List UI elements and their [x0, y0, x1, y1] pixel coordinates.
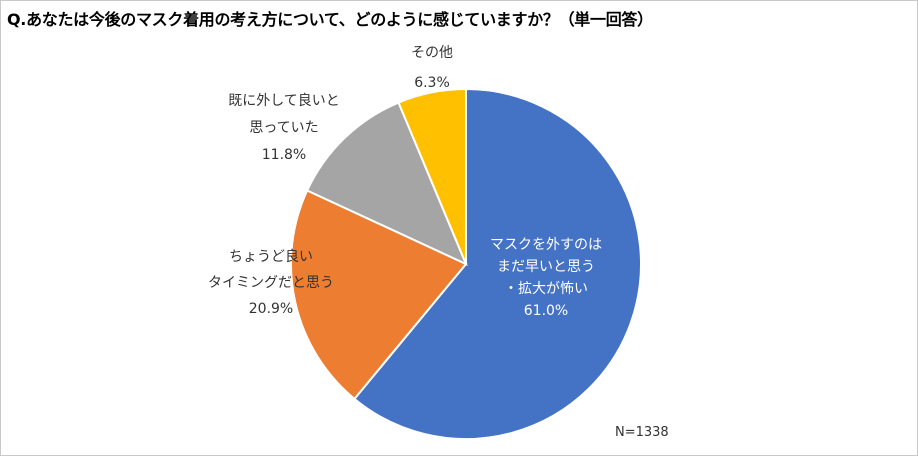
pie-slice-1	[353, 87, 642, 440]
slice-category-label-3: 既に外して良いと	[228, 93, 340, 109]
slice-value-label-3: 11.8%	[262, 147, 306, 163]
slice-category-label-1: ・拡大が怖い	[504, 280, 588, 297]
slice-value-label-1: 61.0%	[524, 303, 568, 319]
slice-category-label-1: マスクを外すのは	[490, 237, 602, 253]
slice-value-label-4: 6.3%	[414, 75, 450, 91]
pie-slice-4	[397, 87, 467, 265]
slice-category-label-2: ちょうど良い	[229, 249, 313, 265]
sample-size-note: N=1338	[615, 425, 669, 440]
slice-value-label-2: 20.9%	[249, 301, 293, 317]
slice-category-label-2: タイミングだと思う	[208, 275, 334, 291]
slice-category-label-4: その他	[411, 45, 453, 61]
slice-category-label-3: 思っていた	[249, 120, 318, 136]
slice-category-label-1: まだ早いと思う	[497, 259, 595, 275]
pie-slice-3	[305, 101, 468, 266]
chart-title: Q.あなたは今後のマスク着用の考え方について、どのように感じていますか？（単一回…	[7, 10, 653, 29]
pie-slice-2	[290, 189, 468, 401]
